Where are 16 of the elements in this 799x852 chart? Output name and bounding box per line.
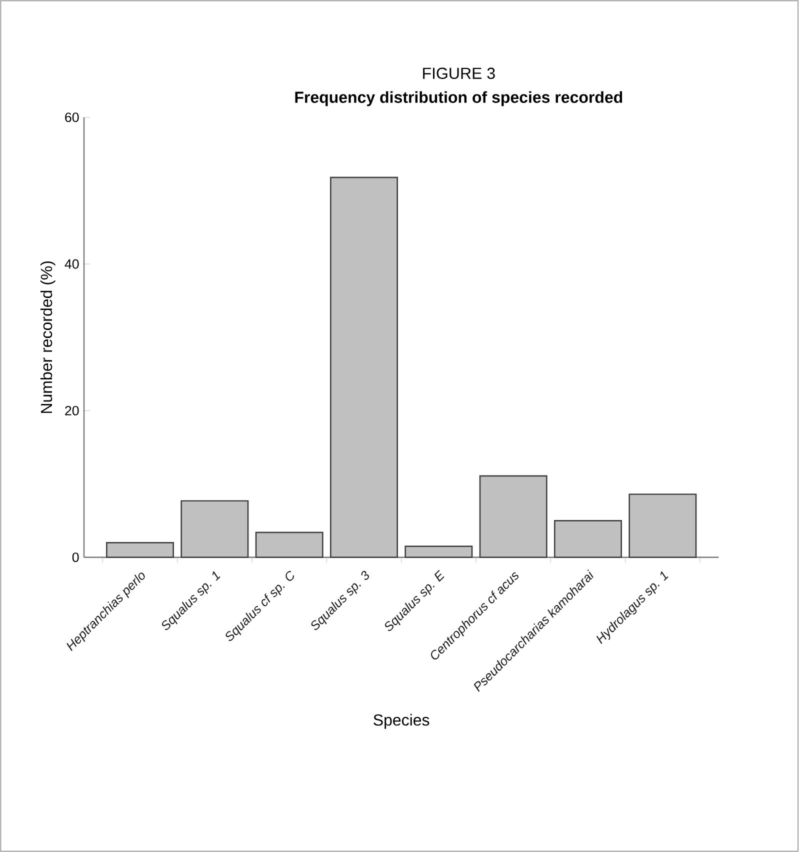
x-axis-title: Species <box>374 714 430 729</box>
bar <box>180 500 249 558</box>
y-tick-label: 60 <box>65 112 79 122</box>
y-tick-label: 0 <box>72 552 79 562</box>
bar <box>256 532 324 558</box>
bar <box>106 542 174 558</box>
bar <box>554 520 622 558</box>
y-axis-title: Number recorded (%) <box>40 261 56 413</box>
chart-subtitle: Frequency distribution of species recorded <box>295 91 622 106</box>
bar <box>628 494 697 558</box>
y-tick-label: 40 <box>64 259 79 269</box>
chart-title: FIGURE 3 <box>423 68 496 79</box>
bar <box>480 475 548 558</box>
bar <box>404 546 473 558</box>
y-tick-label: 20 <box>65 406 79 416</box>
bar <box>330 176 398 558</box>
